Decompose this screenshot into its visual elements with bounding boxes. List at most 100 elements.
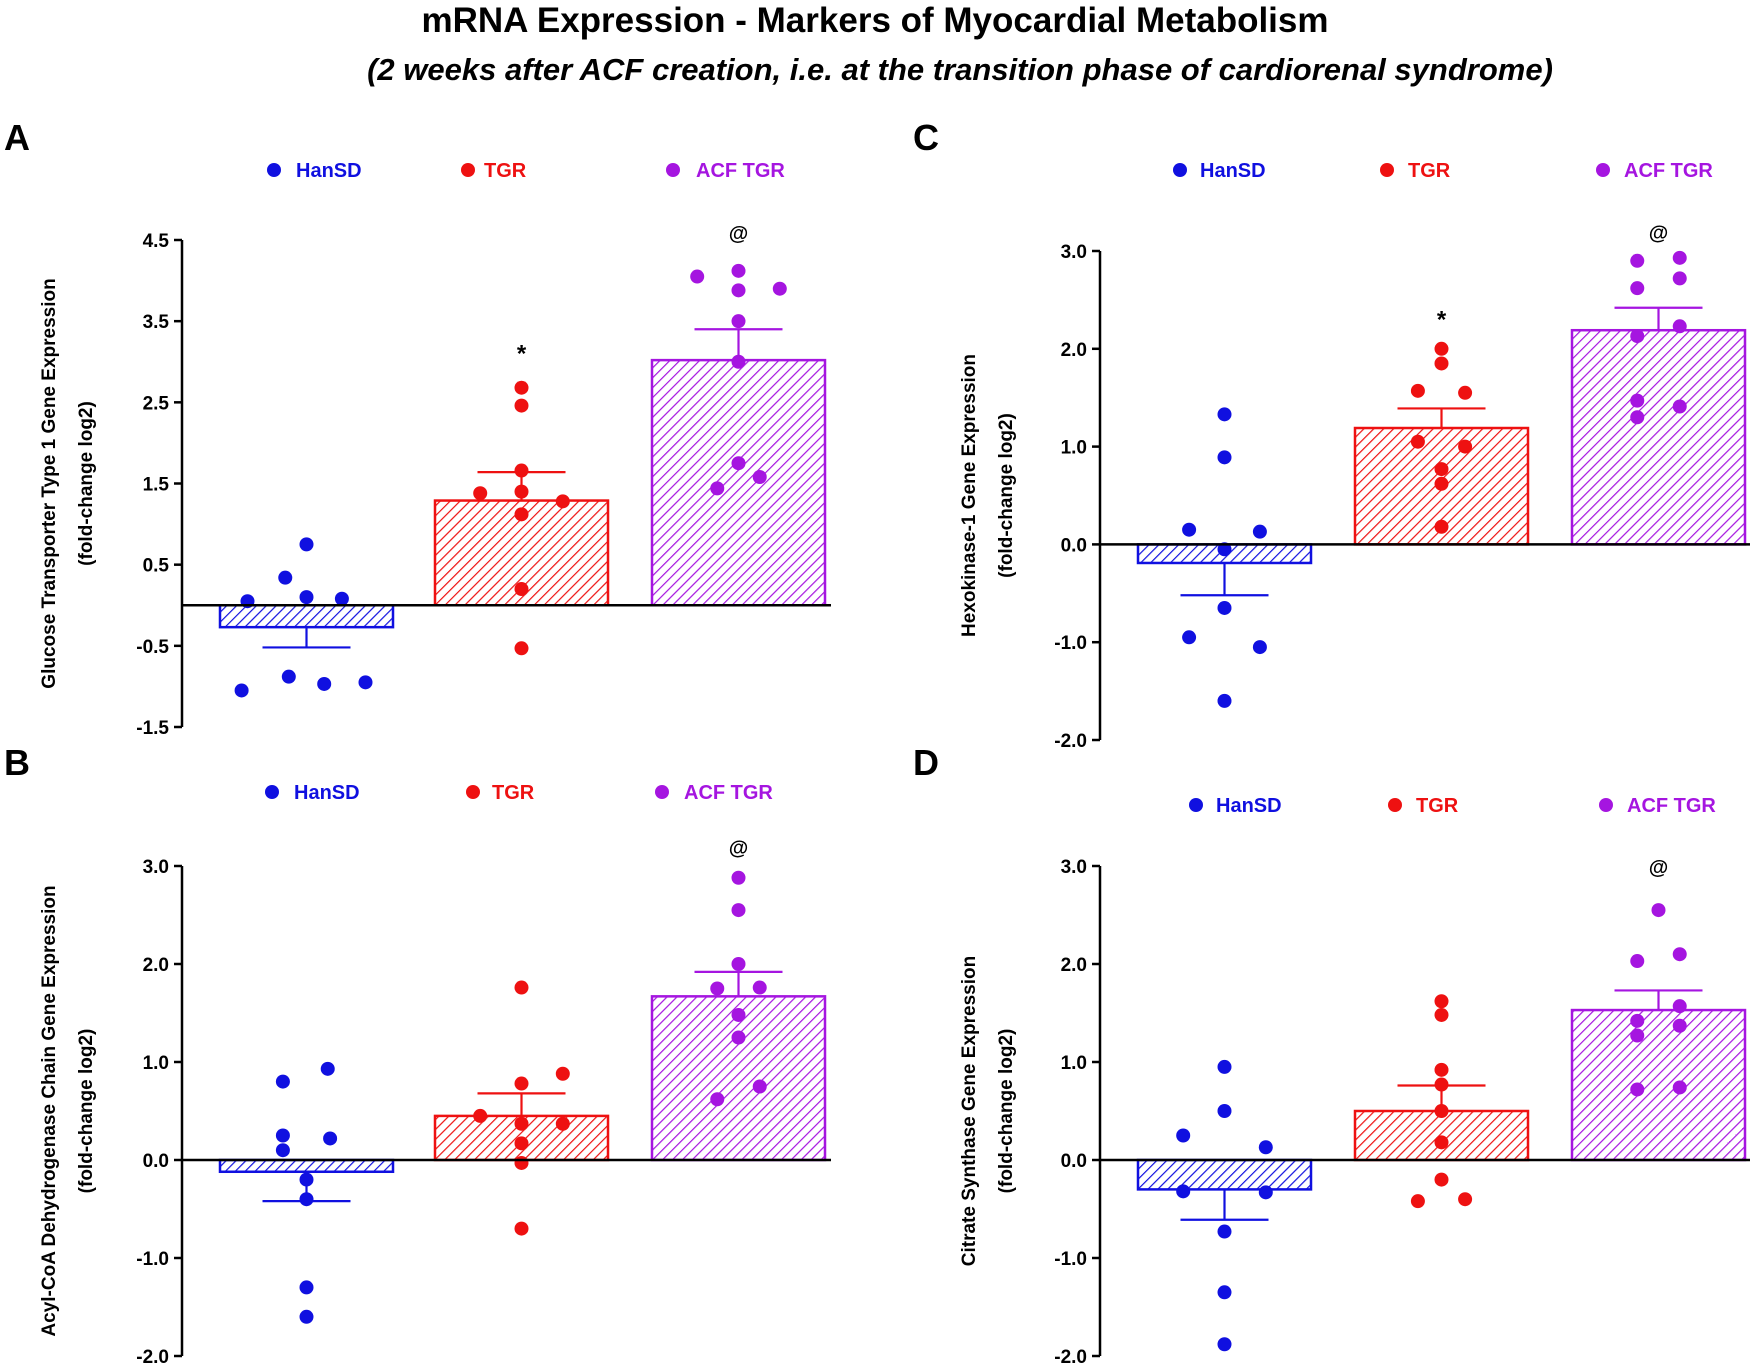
data-point (299, 537, 314, 552)
data-point (731, 314, 746, 329)
data-point (514, 463, 529, 478)
data-point (1434, 1007, 1449, 1022)
data-point (1434, 1104, 1449, 1118)
y-tick-label: 0.0 (143, 1151, 169, 1172)
data-point (752, 1079, 767, 1094)
data-point (1217, 1104, 1232, 1118)
bar-hansd (218, 1158, 395, 1174)
significance-marker: * (1437, 306, 1447, 333)
legend-marker-1 (1388, 798, 1402, 812)
data-point (731, 283, 746, 298)
data-point (731, 957, 746, 971)
data-point (334, 591, 349, 606)
data-point (299, 1309, 314, 1324)
y-tick-label: 2.0 (1061, 955, 1087, 976)
significance-marker: @ (729, 223, 749, 245)
data-point (752, 470, 767, 485)
data-point (1217, 1224, 1232, 1239)
y-tick-label: 1.0 (143, 1053, 169, 1074)
data-point (1630, 281, 1645, 296)
bar-hansd (218, 604, 395, 629)
data-point (278, 570, 293, 585)
data-point (1434, 462, 1449, 477)
data-point (1252, 640, 1267, 655)
data-point (234, 683, 249, 698)
data-point (1434, 1172, 1449, 1187)
y-tick-label: -1.5 (136, 718, 169, 739)
y-tick-label: 4.5 (143, 231, 170, 252)
data-point (514, 1221, 529, 1236)
data-point (1176, 1184, 1191, 1199)
data-point (514, 507, 529, 522)
data-point (1630, 1082, 1645, 1097)
data-point (731, 870, 746, 885)
data-point (514, 398, 529, 413)
data-point (514, 380, 529, 395)
data-point (1630, 1028, 1645, 1043)
significance-marker: @ (1649, 222, 1669, 244)
data-point (772, 281, 787, 296)
data-point (731, 456, 746, 471)
data-point (1458, 439, 1473, 454)
data-point (690, 269, 705, 284)
data-point (473, 1108, 488, 1123)
y-axis-label: Hexokinase-1 Gene Expression (959, 354, 980, 637)
data-point (275, 1128, 290, 1143)
data-point (1217, 542, 1232, 557)
data-point (1434, 519, 1449, 534)
data-point (514, 484, 529, 499)
data-point (1672, 271, 1687, 286)
legend-label: TGR (1416, 795, 1459, 817)
bar-hansd (1136, 1158, 1313, 1191)
bar-acf-tgr (1570, 1008, 1747, 1162)
y-tick-label: 1.5 (143, 475, 170, 496)
data-point (710, 1092, 725, 1107)
legend-marker-2 (666, 163, 680, 177)
data-point (1217, 407, 1232, 422)
y-tick-label: -2.0 (1054, 1347, 1087, 1364)
legend-marker-2 (655, 785, 669, 799)
data-point (1630, 410, 1645, 425)
data-point (1672, 947, 1687, 962)
y-tick-label: -2.0 (136, 1347, 169, 1364)
data-point (1217, 1337, 1232, 1352)
data-point (731, 263, 746, 278)
data-point (1672, 1018, 1687, 1033)
data-point (710, 481, 725, 496)
data-point (514, 1076, 529, 1091)
data-point (320, 1061, 335, 1076)
data-point (1258, 1140, 1273, 1155)
data-point (1217, 1059, 1232, 1074)
figure-subtitle: (2 weeks after ACF creation, i.e. at the… (367, 52, 1553, 87)
y-axis-label-unit: (fold-change log2) (996, 1029, 1017, 1194)
y-axis-label: Acyl-CoA Dehydrogenase Chain Gene Expres… (39, 885, 60, 1336)
significance-marker: * (517, 341, 527, 368)
figure-title: mRNA Expression - Markers of Myocardial … (421, 1, 1328, 40)
data-point (710, 981, 725, 996)
significance-marker: @ (729, 837, 749, 859)
data-point (1410, 383, 1425, 398)
data-point (514, 582, 529, 597)
data-point (731, 1007, 746, 1022)
y-tick-label: 3.5 (143, 312, 170, 333)
panel-a: A HanSD TGR ACF TGR 4.5 3.5 2.5 1.5 0.5 -0.5 -1.5 G… (4, 117, 831, 739)
legend-marker-0 (1189, 798, 1203, 812)
data-point (1630, 954, 1645, 969)
y-tick-label: 3.0 (1061, 242, 1087, 263)
data-point (731, 354, 746, 369)
data-point (731, 903, 746, 918)
data-point (1630, 253, 1645, 268)
data-point (358, 675, 373, 690)
y-tick-label: 2.0 (143, 955, 169, 976)
data-point (1434, 994, 1449, 1009)
legend-label: ACF TGR (696, 160, 785, 182)
bar-acf-tgr (650, 995, 827, 1162)
data-point (299, 1280, 314, 1295)
legend-label: TGR (492, 782, 535, 804)
data-point (1672, 999, 1687, 1014)
data-point (1410, 434, 1425, 449)
data-point (514, 641, 529, 656)
legend-marker-2 (1596, 163, 1610, 177)
legend-label: ACF TGR (684, 782, 773, 804)
